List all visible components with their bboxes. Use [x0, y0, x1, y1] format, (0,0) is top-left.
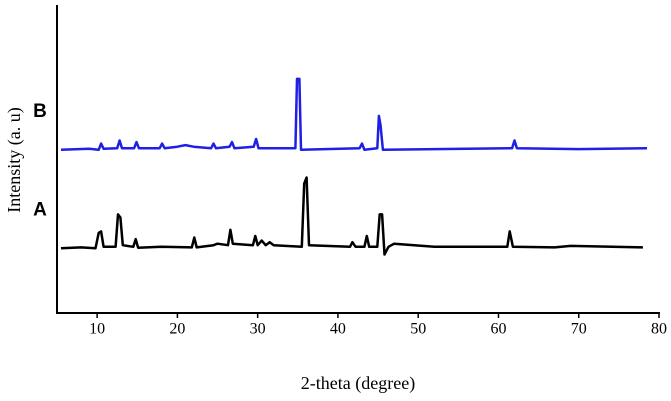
series-label: B: [33, 101, 47, 122]
x-tick-label: 80: [651, 321, 667, 338]
x-axis-title: 2-theta (degree): [301, 373, 415, 394]
series-line: [60, 176, 643, 256]
x-tick-label: 60: [490, 321, 506, 338]
x-tick-label: 10: [89, 321, 105, 338]
x-tick-label: 50: [410, 321, 426, 338]
x-tick-label: 40: [330, 321, 346, 338]
x-tick-label: 20: [169, 321, 185, 338]
x-tick-label: 30: [250, 321, 266, 338]
series-line: [60, 77, 648, 152]
series-label: A: [33, 199, 47, 220]
x-tick-label: 70: [571, 321, 587, 338]
y-axis-title: Intensity (a. u): [4, 107, 25, 212]
